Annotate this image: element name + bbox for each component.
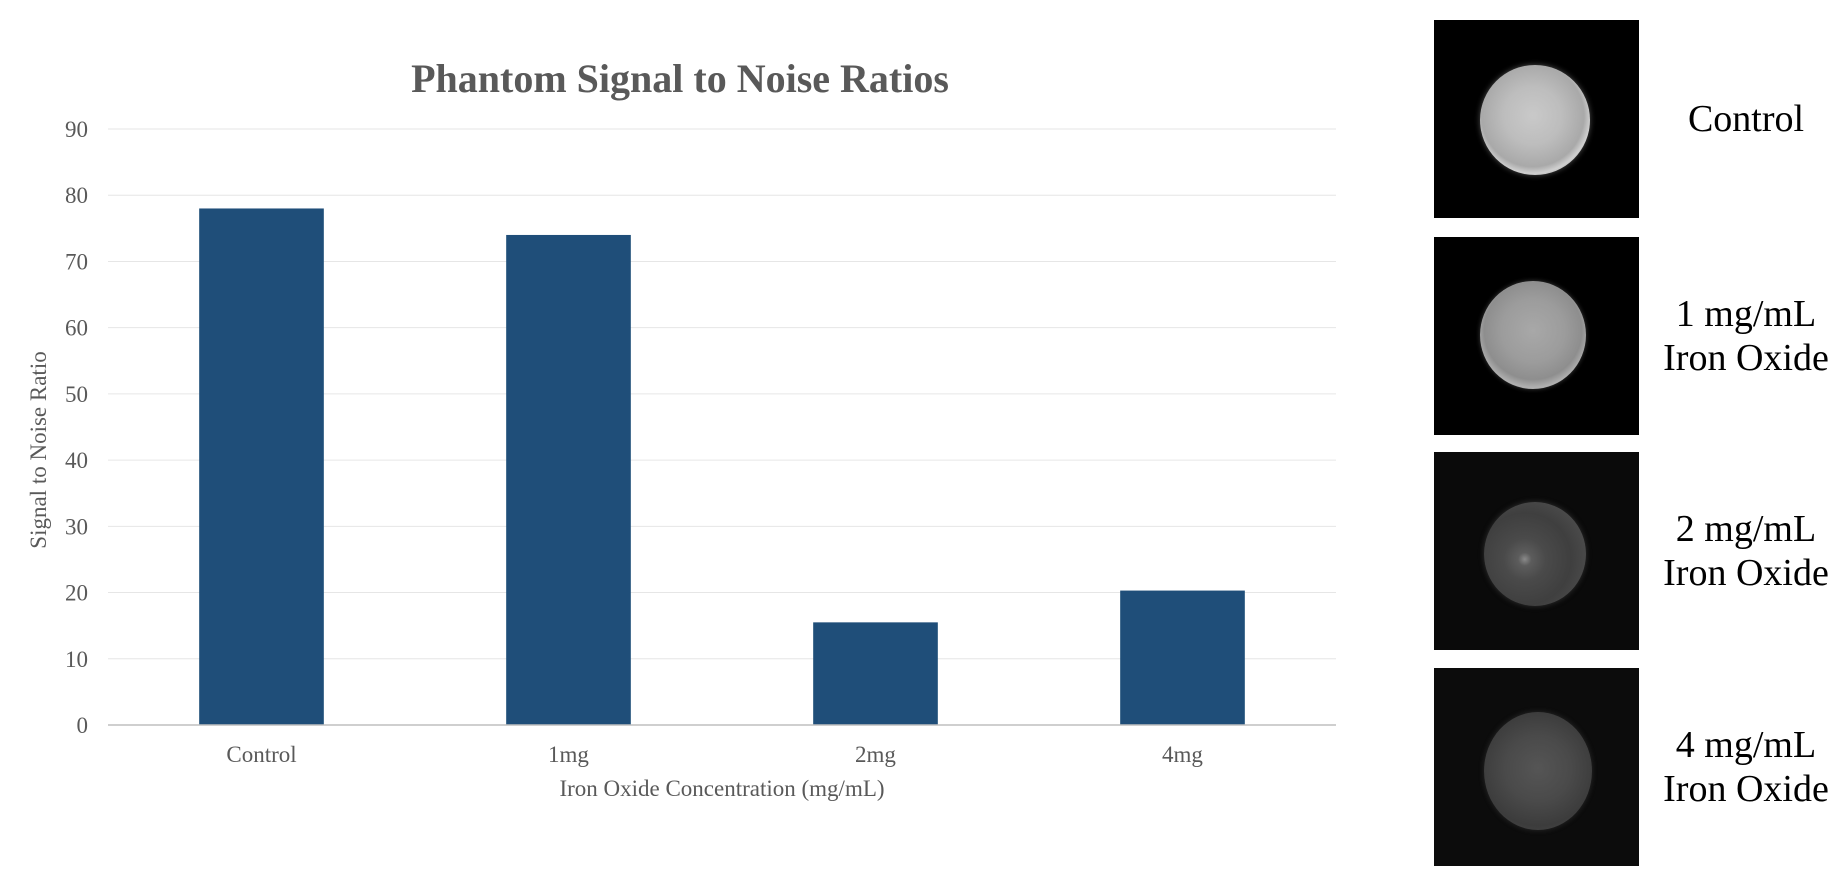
- y-tick-label: 30: [65, 514, 88, 539]
- y-tick-label: 70: [65, 249, 88, 274]
- phantom-disc-4mg: [1484, 712, 1592, 830]
- chart-title: Phantom Signal to Noise Ratios: [411, 56, 949, 101]
- y-tick-label: 90: [65, 117, 88, 142]
- phantom-label-line1: 4 mg/mL: [1675, 724, 1817, 766]
- phantom-image-1mg: [1434, 237, 1639, 435]
- phantom-disc-2mg: [1484, 502, 1586, 606]
- x-tick-label: 2mg: [855, 742, 896, 767]
- bar-chart: Phantom Signal to Noise Ratios 0 10 20 30 40…: [26, 56, 1336, 801]
- phantom-label-line2: Iron Oxide: [1663, 337, 1829, 379]
- y-tick-labels: 0 10 20 30 40 50 60 70 80 90: [65, 117, 88, 738]
- y-tick-label: 60: [65, 316, 88, 341]
- phantom-disc-control: [1480, 65, 1590, 175]
- phantom-disc-1mg: [1480, 281, 1586, 389]
- x-tick-label: 1mg: [548, 742, 589, 767]
- x-tick-labels: Control 1mg 2mg 4mg: [226, 742, 1203, 767]
- phantom-label-line2: Iron Oxide: [1663, 768, 1829, 810]
- phantom-label-line1: 2 mg/mL: [1675, 508, 1817, 550]
- phantom-label-1mg: 1 mg/mL Iron Oxide: [1648, 237, 1844, 435]
- phantom-image-4mg: [1434, 668, 1639, 866]
- bar-control: [199, 208, 324, 725]
- phantom-image-2mg: [1434, 452, 1639, 650]
- y-tick-label: 0: [77, 713, 89, 738]
- phantom-label-line2: Iron Oxide: [1663, 552, 1829, 594]
- x-tick-label: Control: [226, 742, 296, 767]
- y-tick-label: 50: [65, 382, 88, 407]
- phantom-label-line1: 1 mg/mL: [1675, 293, 1817, 335]
- y-tick-label: 10: [65, 647, 88, 672]
- x-axis-title: Iron Oxide Concentration (mg/mL): [559, 776, 884, 801]
- bar-4mg: [1120, 590, 1245, 725]
- phantom-label-line1: Control: [1687, 98, 1805, 140]
- y-tick-label: 20: [65, 581, 88, 606]
- y-tick-label: 40: [65, 448, 88, 473]
- x-tick-label: 4mg: [1162, 742, 1203, 767]
- y-axis-title: Signal to Noise Ratio: [26, 351, 51, 548]
- phantom-label-4mg: 4 mg/mL Iron Oxide: [1648, 668, 1844, 866]
- y-tick-label: 80: [65, 183, 88, 208]
- phantom-label-2mg: 2 mg/mL Iron Oxide: [1648, 452, 1844, 650]
- bar-1mg: [506, 234, 631, 725]
- bar-2mg: [813, 622, 938, 725]
- bars: [199, 208, 1245, 725]
- phantom-label-control: Control: [1648, 20, 1844, 218]
- phantom-image-control: [1434, 20, 1639, 218]
